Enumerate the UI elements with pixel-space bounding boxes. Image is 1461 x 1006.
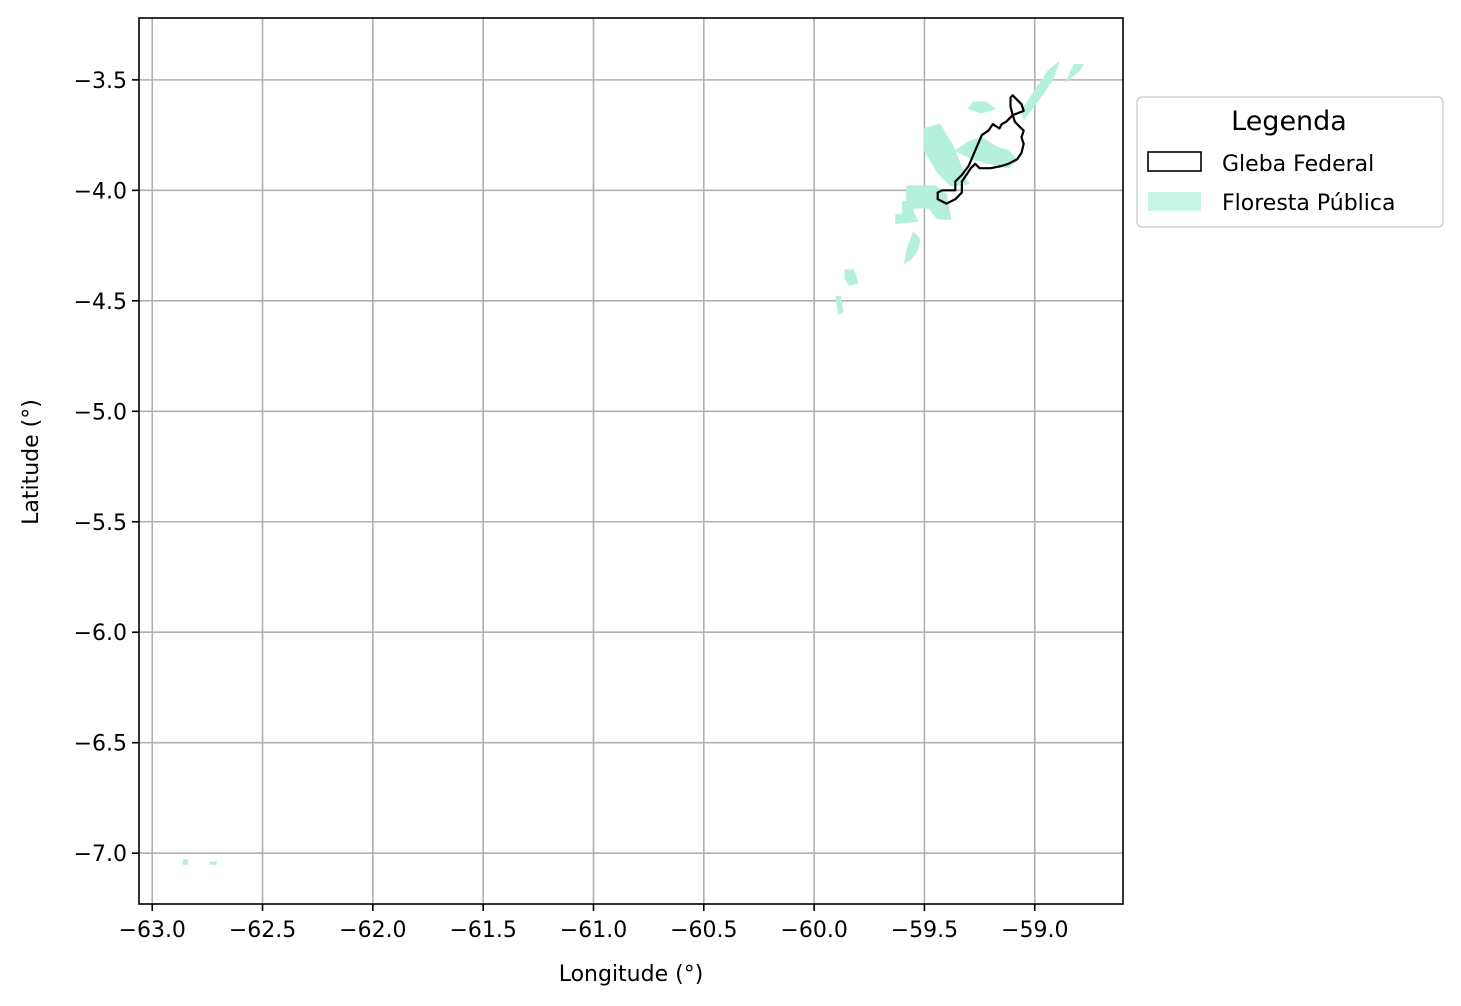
y-tick-label: −5.5	[74, 511, 127, 536]
axes-frame	[138, 17, 1124, 905]
y-tick-label: −6.5	[74, 732, 127, 757]
axis-ticks: −63.0 −62.5 −62.0 −61.5 −61.0 −60.5 −60.0 −59.5…	[74, 69, 1069, 943]
x-tick-label: −61.0	[560, 918, 627, 943]
floresta-publica-polygon	[904, 231, 921, 264]
y-tick-label: −4.5	[74, 290, 127, 315]
y-tick-label: −4.0	[74, 179, 127, 204]
legend-label-gleba: Gleba Federal	[1222, 152, 1374, 177]
legend-swatch-floresta	[1148, 192, 1201, 211]
x-tick-label: −61.5	[449, 918, 516, 943]
floresta-publica-polygon	[182, 859, 188, 865]
x-axis-label: Longitude (°)	[559, 962, 704, 987]
floresta-publica-polygon	[844, 269, 859, 286]
floresta-publica-polygon	[968, 101, 996, 114]
floresta-publica-polygon	[1021, 61, 1060, 121]
y-tick-label: −6.0	[74, 621, 127, 646]
legend-swatch-gleba	[1147, 151, 1202, 172]
gleba-federal-polygon	[936, 94, 1025, 205]
y-tick-label: −7.0	[74, 842, 127, 867]
x-tick-label: −60.0	[780, 918, 847, 943]
legend-box	[1136, 96, 1444, 228]
x-tick-label: −63.0	[119, 918, 186, 943]
legend-title: Legenda	[1231, 106, 1347, 137]
floresta-publica-polygon	[895, 200, 919, 224]
legend-label-floresta: Floresta Pública	[1222, 191, 1395, 216]
floresta-publica-polygon	[923, 123, 970, 187]
x-tick-label: −62.5	[229, 918, 296, 943]
y-tick-label: −3.5	[74, 69, 127, 94]
x-tick-label: −59.5	[891, 918, 958, 943]
grid-lines	[139, 18, 1123, 904]
y-axis-label: Latitude (°)	[19, 399, 44, 525]
map-layers	[182, 61, 1084, 865]
x-tick-label: −62.0	[339, 918, 406, 943]
floresta-publica-polygon	[835, 295, 844, 315]
floresta-publica-polygon	[1065, 63, 1084, 83]
legend: Legenda Gleba Federal Floresta Pública	[1136, 96, 1444, 228]
floresta-publica-polygon	[954, 136, 1018, 169]
x-tick-label: −59.0	[1001, 918, 1068, 943]
y-tick-label: −5.0	[74, 400, 127, 425]
floresta-publica-polygon	[209, 861, 217, 865]
x-tick-label: −60.5	[670, 918, 737, 943]
